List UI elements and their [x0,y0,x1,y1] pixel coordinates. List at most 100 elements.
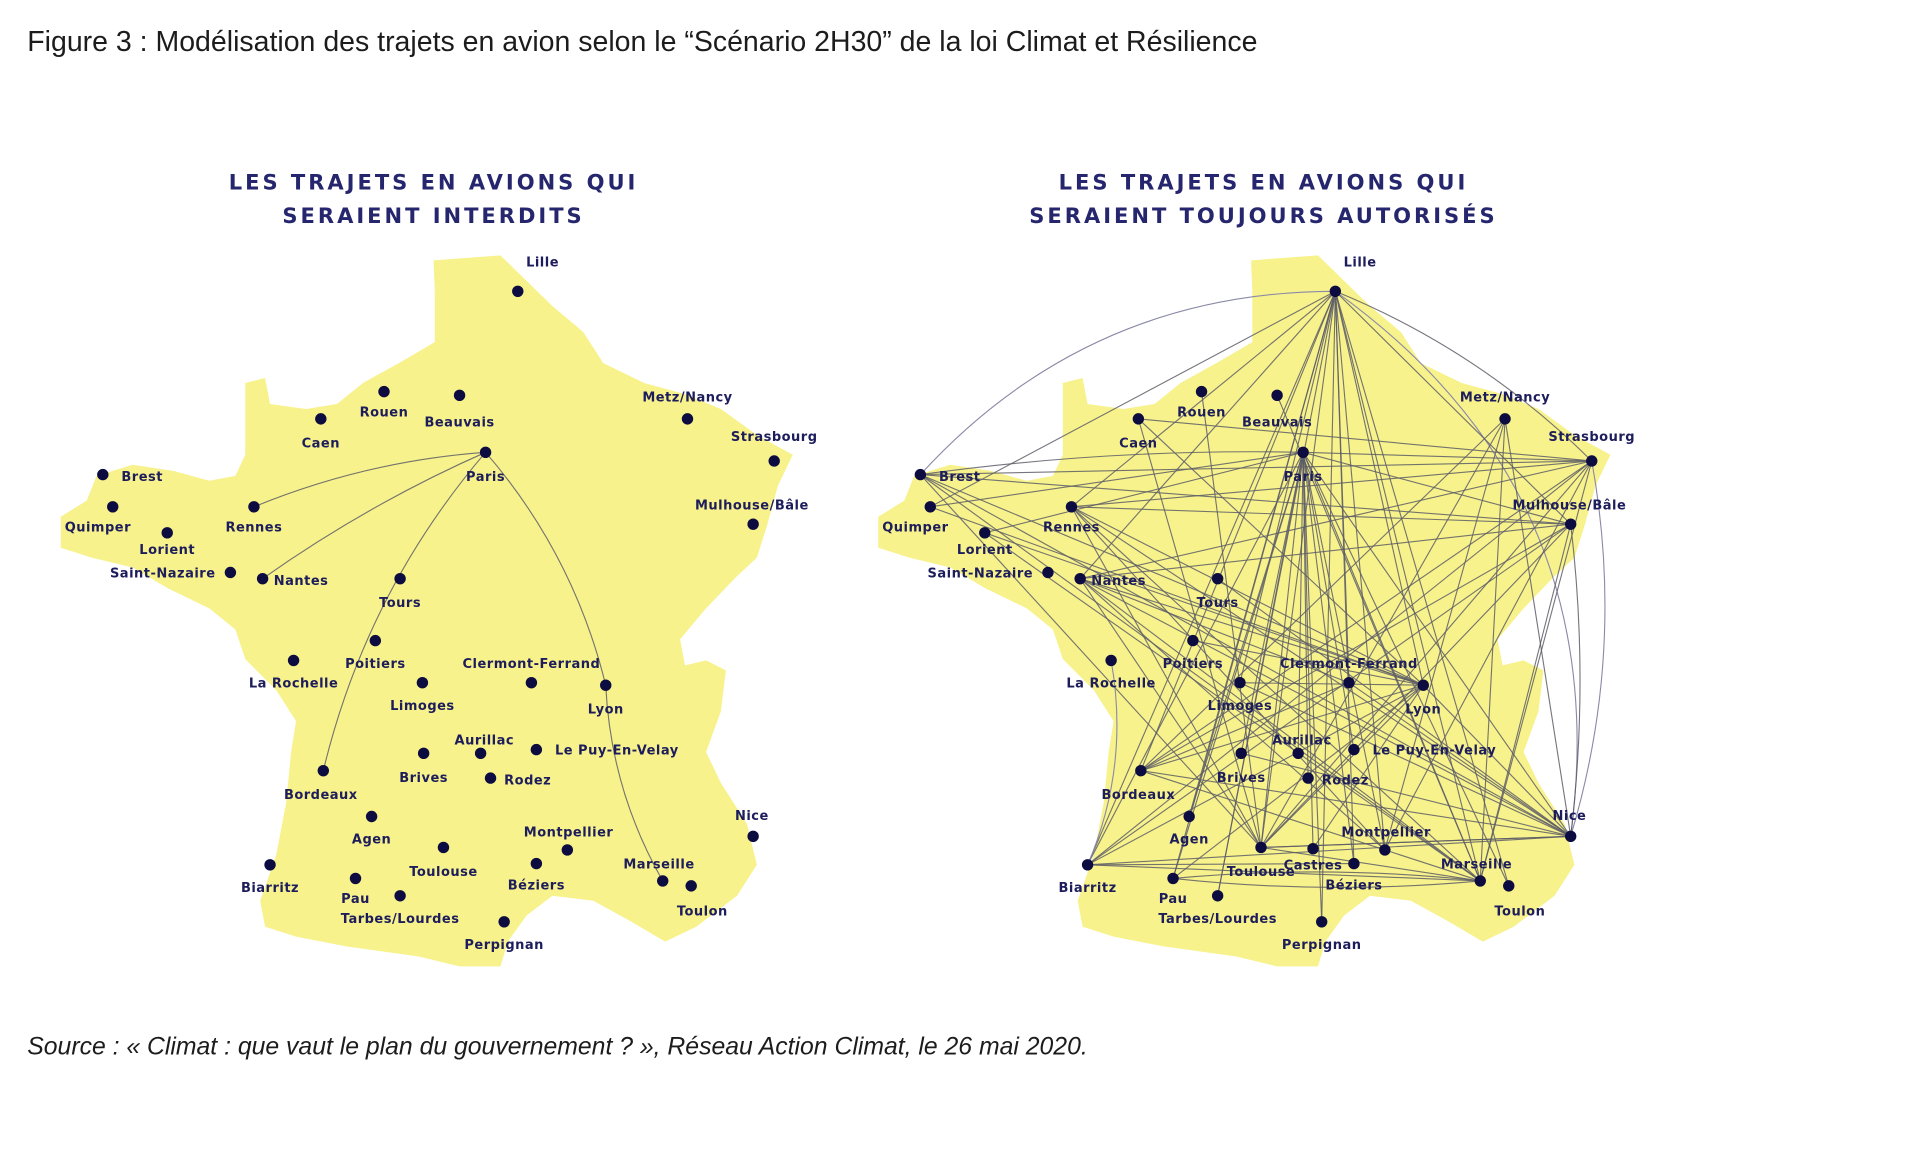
city-marseille: Marseille [623,858,694,887]
city-lorient: Lorient [957,527,1012,558]
city-limoges: Limoges [1208,677,1273,714]
city-dot [416,677,429,689]
route-lille-limoges [1239,291,1336,683]
city-dot [1183,810,1195,823]
city-label: Tours [1197,596,1239,611]
route-paris-rennes [253,451,486,508]
city-dot [1564,830,1577,843]
route-brest-lyon [920,474,1424,686]
city-clermont-ferrand: Clermont-Ferrand [1280,657,1417,689]
city-dot [1474,875,1486,887]
route-rennes-toulouse [1070,506,1262,848]
city-dot [1586,455,1598,467]
city-dot [1292,747,1304,760]
route-mulhouse-bale-marseille [1479,524,1572,882]
route-lille-brest [919,290,1336,475]
map-heading-line-1: LES TRAJETS EN AVIONS QUI [229,170,639,195]
city-agen: Agen [1169,810,1208,848]
city-label: Rennes [225,521,282,536]
route-mulhouse-bale-biarritz [1087,523,1572,866]
city-label: Nice [735,809,769,824]
city-toulon: Toulon [1494,880,1545,920]
route-paris-le-puy-en-velay [1302,452,1355,750]
city-label: Aurillac [1272,734,1332,749]
city-label: Metz/Nancy [1460,391,1550,406]
city-bordeaux: Bordeaux [284,764,358,803]
city-label: Castres [1284,859,1343,874]
city-dot [365,810,378,823]
city-dot [369,634,382,647]
city-label: Paris [1284,470,1323,485]
city-dot [561,844,574,856]
city-toulouse: Toulouse [1227,841,1295,880]
city-label: Quimper [882,521,948,536]
city-label: Marseille [623,858,694,873]
route-metz-nancy-toulouse [1260,418,1506,848]
route-caen-lyon [1137,418,1424,686]
city-label: Le Puy-En-Velay [555,744,679,759]
city-label: Tarbes/Lourdes [1158,912,1277,927]
city-dot [317,764,330,777]
city-label: Caen [302,436,340,451]
route-marseille-metz-nancy [1479,418,1506,881]
city-brest: Brest [914,468,980,485]
city-agen: Agen [352,810,391,848]
city-label: Nantes [1091,574,1146,589]
city-dot [378,385,390,398]
city-quimper: Quimper [882,501,948,536]
route-mulhouse-bale-nantes [1080,523,1571,580]
route-pau-marseille [1172,877,1481,888]
city-label: Beauvais [424,415,494,430]
city-dot [914,468,927,481]
city-dot [1132,413,1145,425]
route-lille-toulouse [1260,291,1336,848]
city-dot [248,501,260,513]
city-bordeaux: Bordeaux [1101,764,1175,803]
city-label: Rennes [1043,521,1100,536]
city-label: Rouen [1177,405,1226,420]
route-paris-brest [920,451,1304,476]
route-paris-agen [1188,452,1304,817]
city-label: Bordeaux [284,788,358,803]
route-nice-brest [920,474,1571,837]
city-dot [747,518,759,530]
map-heading-line-2: SERAIENT INTERDITS [282,203,584,228]
city-saint-nazaire: Saint-Nazaire [110,566,237,581]
city-dot [97,468,109,481]
city-label: Brives [399,771,448,786]
city-label: Tarbes/Lourdes [341,912,460,927]
city-label: Quimper [65,521,131,536]
route-marseille-biarritz [1087,864,1481,882]
route-lyon-rennes [1071,506,1424,686]
city-label: Caen [1119,436,1157,451]
route-lille-lyon [1334,291,1424,686]
route-mulhouse-bale-rennes [1071,506,1571,525]
map-allowed-routes: LES TRAJETS EN AVIONS QUI SERAIENT TOUJO… [878,170,1635,967]
city-marseille: Marseille [1441,858,1512,887]
route-strasbourg-nantes [1080,460,1592,580]
route-lille-strasbourg [1335,290,1593,462]
city-dot [685,880,697,892]
city-label: Lorient [139,543,195,558]
city-label: Poitiers [345,657,406,672]
city-label: Mulhouse/Bâle [695,498,809,513]
city-dot [474,747,487,760]
city-label: Limoges [1208,699,1273,714]
city-dot [1348,857,1360,870]
city-label: Le Puy-En-Velay [1372,744,1496,759]
route-paris-nantes [262,451,486,580]
city-aurillac: Aurillac [1272,734,1332,760]
city-dot [349,872,362,885]
route-mulhouse-bale-brest [920,474,1571,525]
city-dot [1499,413,1511,425]
city-tarbes-lourdes: Tarbes/Lourdes [341,890,460,927]
city-dot [1065,501,1078,513]
city-dot [768,455,780,467]
city-mulhouse-bale: Mulhouse/Bâle [1513,498,1626,530]
city-label: Brives [1217,771,1266,786]
city-label: Poitiers [1163,657,1224,672]
route-paris-rodez [1302,452,1309,779]
route-lyon-bordeaux [1140,684,1424,772]
route-lyon-lorient [984,532,1424,686]
route-strasbourg-bordeaux [1140,460,1593,772]
